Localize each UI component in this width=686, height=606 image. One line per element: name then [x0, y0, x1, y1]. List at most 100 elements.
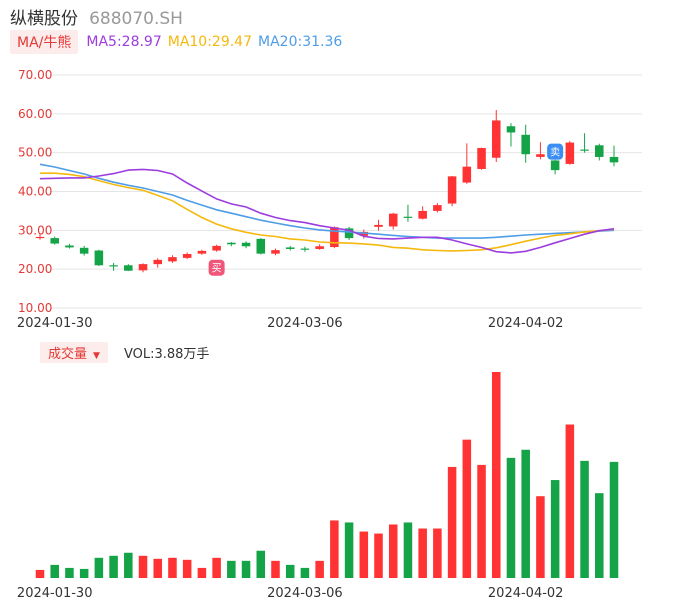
candle-body [330, 227, 339, 248]
volume-x-tick-label: 2024-04-02 [488, 586, 564, 601]
candle-body [109, 265, 118, 267]
volume-bar [477, 464, 486, 578]
volume-bar [256, 550, 266, 578]
volume-bar [374, 533, 383, 578]
candle-body [418, 210, 427, 219]
volume-bar [330, 520, 339, 578]
volume-bar [550, 480, 560, 578]
volume-x-tick-label: 2024-03-06 [267, 586, 343, 601]
candle-body [65, 245, 74, 248]
y-tick-label: 10.00 [18, 301, 52, 315]
candle-body [506, 126, 516, 133]
volume-header: 成交量 ▼ VOL:3.88万手 [40, 341, 210, 363]
volume-bar [536, 496, 545, 578]
ma20-legend: MA20:31.36 [258, 34, 343, 50]
volume-bar [300, 567, 310, 578]
candle-body [462, 166, 472, 183]
x-tick-label: 2024-03-06 [267, 316, 343, 331]
candle-body [35, 236, 45, 239]
volume-bar [506, 457, 516, 578]
candle-body [521, 134, 530, 155]
x-tick-label: 2024-04-02 [488, 316, 564, 331]
candle-body [536, 154, 545, 157]
ma20-line [39, 163, 615, 239]
dropdown-arrow-icon: ▼ [93, 350, 100, 361]
candle-body [315, 246, 324, 249]
ma10-line [40, 172, 615, 252]
candle-body [388, 213, 398, 227]
volume-bar [153, 558, 163, 578]
volume-bar [462, 439, 472, 578]
sell-signal-icon [547, 143, 564, 160]
x-tick-label: 2024-01-30 [17, 316, 93, 331]
volume-button-label: 成交量 [48, 346, 88, 362]
volume-bar [491, 372, 501, 578]
candle-body [403, 216, 413, 218]
candle-body [550, 160, 560, 171]
signal-glyph: 卖 [550, 147, 560, 159]
volume-bar [315, 560, 324, 578]
volume-bar [197, 567, 207, 578]
volume-bar [418, 528, 427, 578]
buy-signal-icon [208, 259, 225, 276]
candle-body [447, 176, 457, 204]
candle-body [433, 205, 442, 211]
volume-bar [344, 522, 354, 578]
volume-bar [35, 569, 45, 578]
volume-bar [168, 557, 177, 578]
volume-bar [124, 552, 133, 578]
candle-body [565, 142, 575, 164]
volume-bar [521, 449, 530, 578]
volume-bar [182, 559, 192, 578]
volume-bar [403, 522, 413, 578]
y-tick-label: 30.00 [18, 223, 52, 237]
y-tick-label: 40.00 [18, 185, 52, 199]
volume-bar [50, 564, 59, 578]
stock-name: 纵横股份 [10, 9, 78, 29]
candle-body [182, 254, 192, 258]
candle-body [491, 120, 501, 158]
volume-bar [565, 424, 575, 578]
volume-bar [138, 555, 148, 578]
volume-x-tick-label: 2024-01-30 [17, 586, 93, 601]
stock-title: 纵横股份 688070.SH [10, 4, 183, 29]
volume-bar [609, 461, 619, 578]
ma10-legend: MA10:29.47 [167, 34, 253, 50]
volume-bar [447, 466, 457, 578]
volume-bar [285, 564, 295, 578]
candle-body [609, 156, 619, 163]
volume-bar [241, 560, 251, 578]
signal-glyph: 买 [212, 263, 222, 275]
y-tick-label: 60.00 [18, 107, 52, 121]
volume-bar [109, 555, 118, 578]
ma-toggle-button[interactable]: MA/牛熊 [10, 30, 79, 54]
volume-bar [65, 567, 74, 578]
volume-value: VOL:3.88万手 [123, 346, 210, 362]
candle-body [227, 242, 236, 245]
candle-body [285, 247, 295, 249]
candle-body [344, 228, 354, 239]
volume-indicator-button[interactable]: 成交量 ▼ [40, 341, 108, 363]
candle-body [153, 259, 163, 265]
volume-bar [212, 557, 221, 578]
candle-body [50, 238, 59, 244]
y-tick-label: 50.00 [18, 146, 52, 160]
candle-body [138, 264, 148, 271]
ma5-legend: MA5:28.97 [86, 34, 162, 50]
ma-legend: MA/牛熊 MA5:28.97 MA10:29.47 MA20:31.36 [10, 30, 348, 54]
candle-body [212, 245, 221, 251]
volume-bar [359, 531, 369, 578]
candle-body [580, 149, 589, 151]
y-tick-label: 70.00 [18, 68, 52, 82]
candle-body [197, 250, 207, 254]
candle-body [168, 257, 177, 262]
candle-body [79, 247, 89, 254]
y-tick-label: 20.00 [18, 262, 52, 276]
stock-code: 688070.SH [89, 9, 183, 29]
candle-body [241, 242, 251, 247]
candle-body [477, 148, 486, 169]
volume-bar [595, 493, 604, 578]
candle-body [256, 238, 266, 254]
candle-body [124, 265, 133, 271]
